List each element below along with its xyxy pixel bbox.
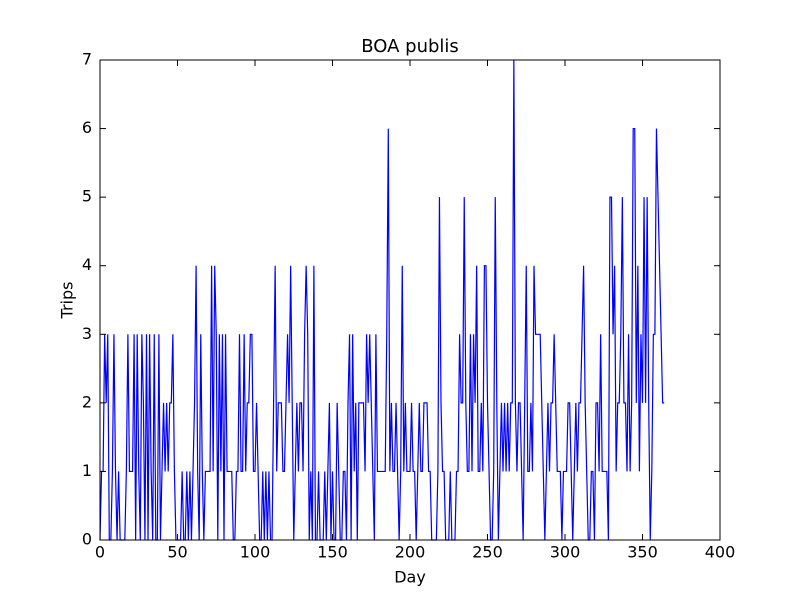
y-tick-label: 4 — [82, 255, 92, 274]
chart-title: BOA publis — [361, 36, 459, 57]
x-tick-label: 200 — [395, 543, 426, 562]
x-tick-label: 50 — [167, 543, 187, 562]
y-tick-label: 0 — [82, 530, 92, 549]
x-axis-label: Day — [394, 568, 426, 587]
data-line — [99, 59, 665, 541]
y-tick-label: 7 — [82, 50, 92, 69]
x-tick-label: 300 — [550, 543, 581, 562]
y-tick-label: 2 — [82, 392, 92, 411]
y-axis-label: Trips — [58, 282, 77, 320]
y-tick-label: 3 — [82, 324, 92, 343]
y-tick-label: 6 — [82, 118, 92, 137]
x-tick-label: 0 — [95, 543, 105, 562]
x-tick-label: 350 — [627, 543, 658, 562]
y-tick-label: 5 — [82, 187, 92, 206]
y-tick-label: 1 — [82, 461, 92, 480]
x-tick-label: 100 — [240, 543, 271, 562]
plot-frame — [99, 59, 721, 541]
x-tick-label: 250 — [472, 543, 503, 562]
x-tick-label: 400 — [705, 543, 736, 562]
x-tick-label: 150 — [317, 543, 348, 562]
